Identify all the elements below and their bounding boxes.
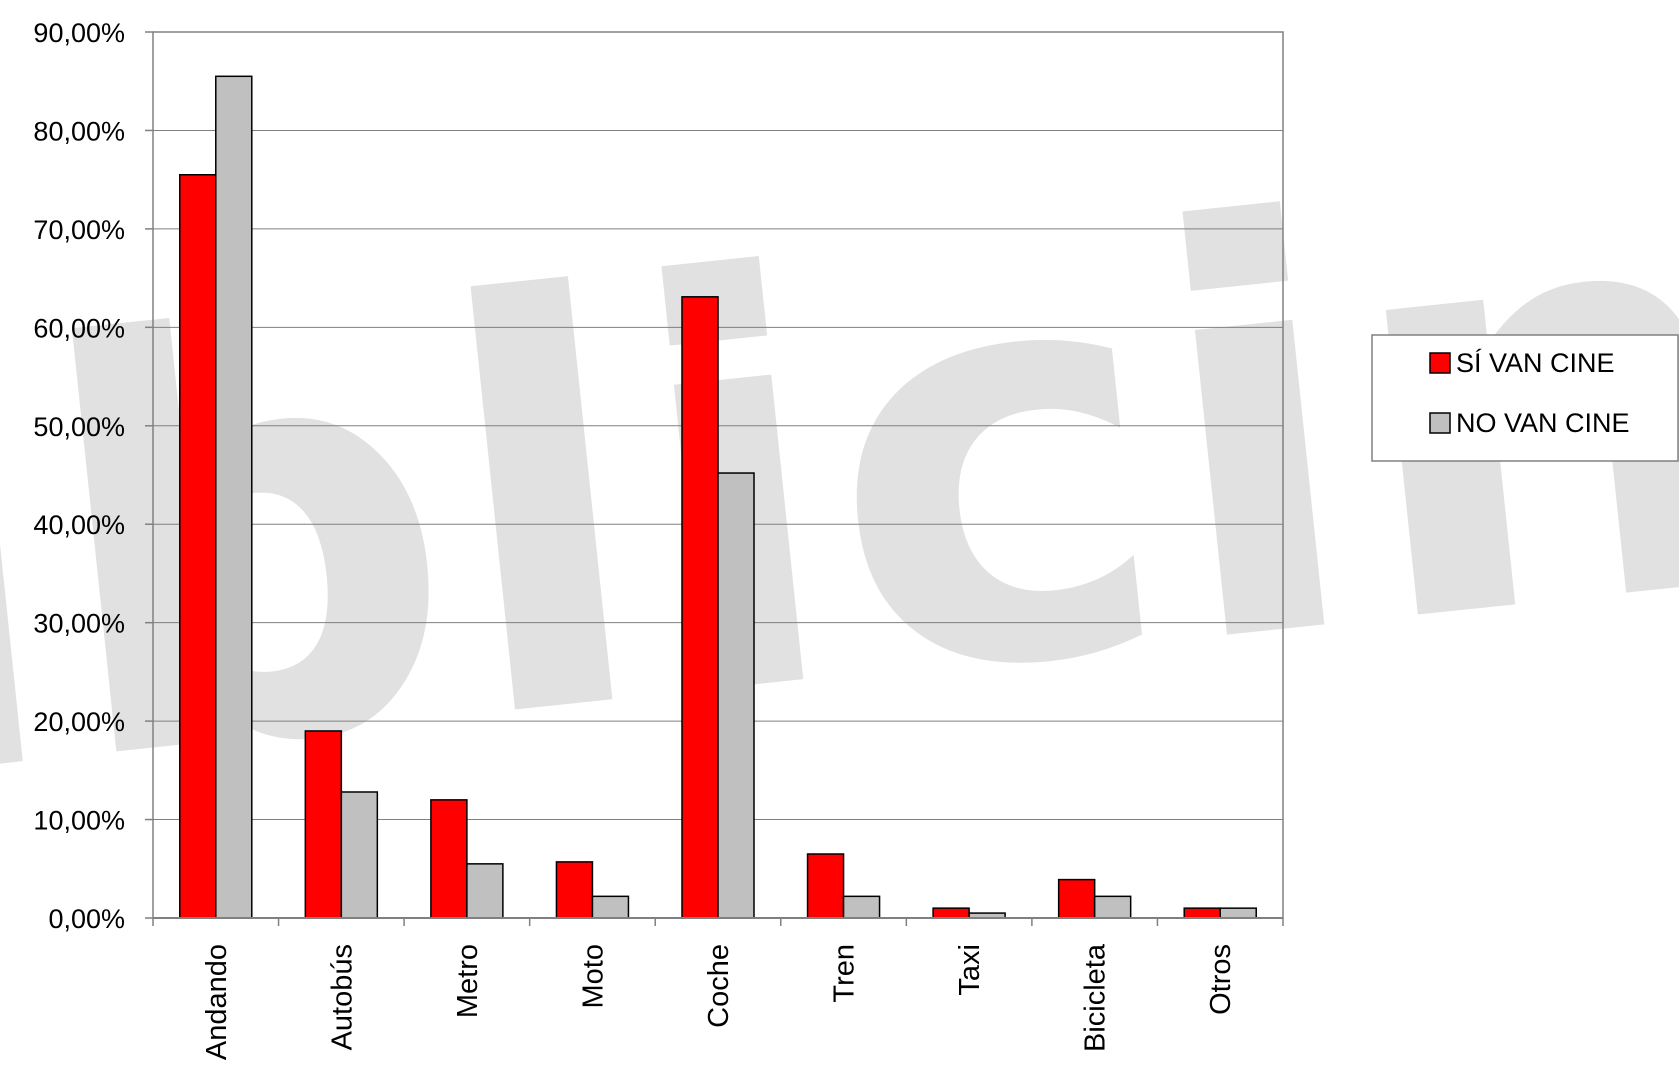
y-axis: 0,00% 10,00% 20,00% 30,00% 40,00% 50,00% 60,00… [33,18,153,934]
bar-no-van-cine [215,75,253,919]
y-tick-label: 50,00% [33,412,125,442]
bar-no-van-cine [1219,907,1257,919]
bar-no-van-cine [842,895,881,919]
bar-no-van-cine [591,895,630,919]
y-tick-label: 40,00% [33,510,125,540]
bar-si-van-cine [555,861,594,919]
bar-si-van-cine [932,907,970,919]
legend-box [1371,334,1679,462]
y-tick-label: 0,00% [48,904,125,934]
bar-no-van-cine [717,472,755,919]
bar-si-van-cine [1183,907,1221,919]
bar-no-van-cine [340,791,379,919]
y-tick-label: 20,00% [33,707,125,737]
bar-si-van-cine [681,296,719,919]
bar-no-van-cine [1093,895,1132,919]
legend-label: NO VAN CINE [1456,408,1630,438]
bars [179,75,1257,919]
x-tick-label: Tren [829,944,861,1003]
y-tick-label: 70,00% [33,215,125,245]
bar-si-van-cine [430,799,468,919]
x-tick-label: Coche [703,944,735,1028]
x-tick-label: Andando [201,944,233,1060]
x-tick-label: Bicicleta [1080,943,1112,1052]
x-tick-label: Autobús [326,944,358,1050]
x-tick-label: Otros [1205,944,1237,1015]
y-tick-label: 90,00% [33,18,125,48]
bar-si-van-cine [304,730,343,919]
bar-si-van-cine [1057,878,1096,919]
y-tick-label: 30,00% [33,609,125,639]
x-tick-label: Metro [452,944,484,1018]
y-tick-label: 10,00% [33,806,125,836]
x-tick-label: Taxi [954,944,986,996]
legend-swatch [1429,352,1451,374]
bar-no-van-cine [466,863,504,919]
legend-swatch [1429,412,1451,434]
legend-label: SÍ VAN CINE [1456,348,1615,378]
bar-si-van-cine [806,853,845,919]
x-axis: Andando Autobús Metro Moto Coche Tren Taxi Bici… [152,917,1284,1060]
y-tick-label: 60,00% [33,313,125,343]
legend: SÍ VAN CINE NO VAN CINE [1371,334,1679,462]
y-tick-label: 80,00% [33,116,125,146]
bar-si-van-cine [179,173,217,919]
x-tick-label: Moto [577,944,609,1008]
